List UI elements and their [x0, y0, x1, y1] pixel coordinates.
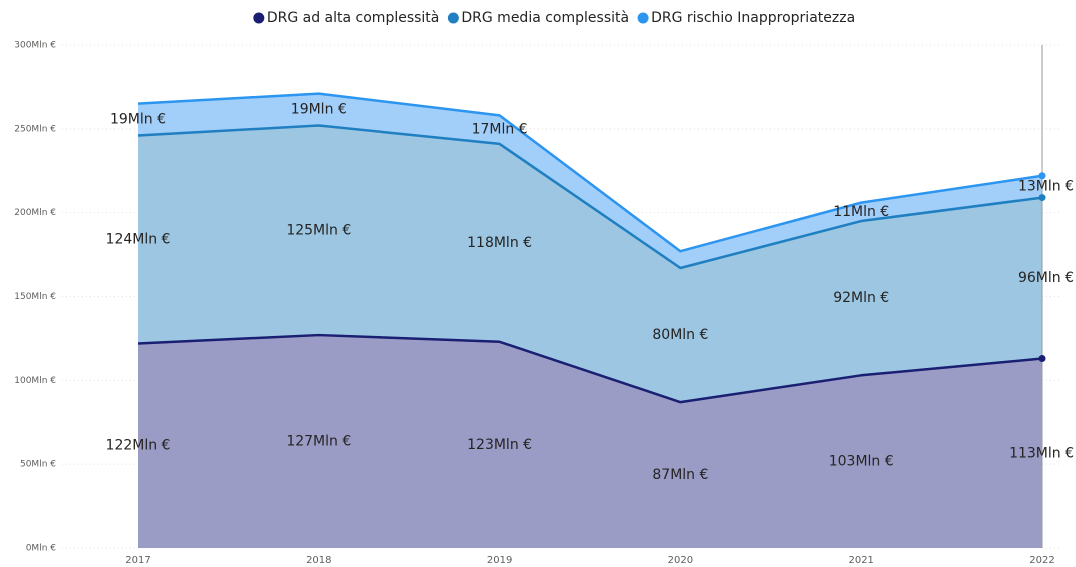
y-tick-label: 100Mln € — [14, 376, 56, 386]
data-label: 19Mln € — [291, 102, 347, 118]
x-tick-label: 2019 — [487, 555, 512, 566]
data-label: 17Mln € — [472, 122, 528, 138]
point — [1038, 355, 1046, 363]
x-tick-label: 2020 — [668, 555, 693, 566]
data-label: 103Mln € — [829, 454, 894, 470]
data-label: 123Mln € — [467, 437, 532, 453]
data-label: 113Mln € — [1009, 445, 1074, 461]
data-label: 124Mln € — [106, 231, 171, 247]
area — [138, 125, 1042, 403]
y-tick-label: 250Mln € — [14, 124, 56, 134]
legend-marker — [447, 12, 459, 24]
lines — [137, 45, 1046, 548]
y-tick-label: 300Mln € — [14, 41, 56, 51]
areas — [138, 93, 1042, 548]
legend-label: DRG ad alta complessità — [267, 10, 440, 26]
data-label: 80Mln € — [652, 327, 708, 343]
series-line — [137, 333, 1043, 404]
data-label: 118Mln € — [467, 235, 532, 251]
y-tick-label: 50Mln € — [20, 460, 56, 470]
legend-marker — [637, 12, 649, 24]
x-tick-label: 2021 — [848, 555, 873, 566]
data-label: 127Mln € — [286, 434, 351, 450]
data-label: 92Mln € — [833, 290, 889, 306]
x-tick-label: 2017 — [125, 555, 150, 566]
legend: DRG ad alta complessità DRG media comples… — [253, 10, 855, 26]
legend-label: DRG rischio Inappropriatezza — [651, 10, 855, 26]
y-tick-label: 150Mln € — [14, 292, 56, 302]
series-line — [137, 92, 1043, 253]
series-line — [137, 124, 1043, 270]
legend-marker — [253, 12, 265, 24]
y-tick-label: 200Mln € — [14, 208, 56, 218]
labels: 0Mln € 50Mln € 100Mln € 150Mln € 200Mln € 250… — [14, 41, 1074, 567]
legend-label: DRG media complessità — [461, 10, 629, 26]
data-label: 87Mln € — [652, 467, 708, 483]
data-label: 122Mln € — [106, 438, 171, 454]
x-tick-label: 2018 — [306, 555, 331, 566]
data-label: 19Mln € — [110, 112, 166, 128]
data-label: 11Mln € — [833, 204, 889, 220]
y-tick-label: 0Mln € — [26, 544, 57, 554]
area — [138, 335, 1042, 548]
data-label: 96Mln € — [1018, 270, 1074, 286]
x-tick-label: 2022 — [1029, 555, 1054, 566]
data-label: 125Mln € — [286, 222, 351, 238]
area — [138, 93, 1042, 268]
point — [1038, 194, 1046, 202]
data-label: 13Mln € — [1018, 179, 1074, 195]
point — [1038, 172, 1046, 180]
